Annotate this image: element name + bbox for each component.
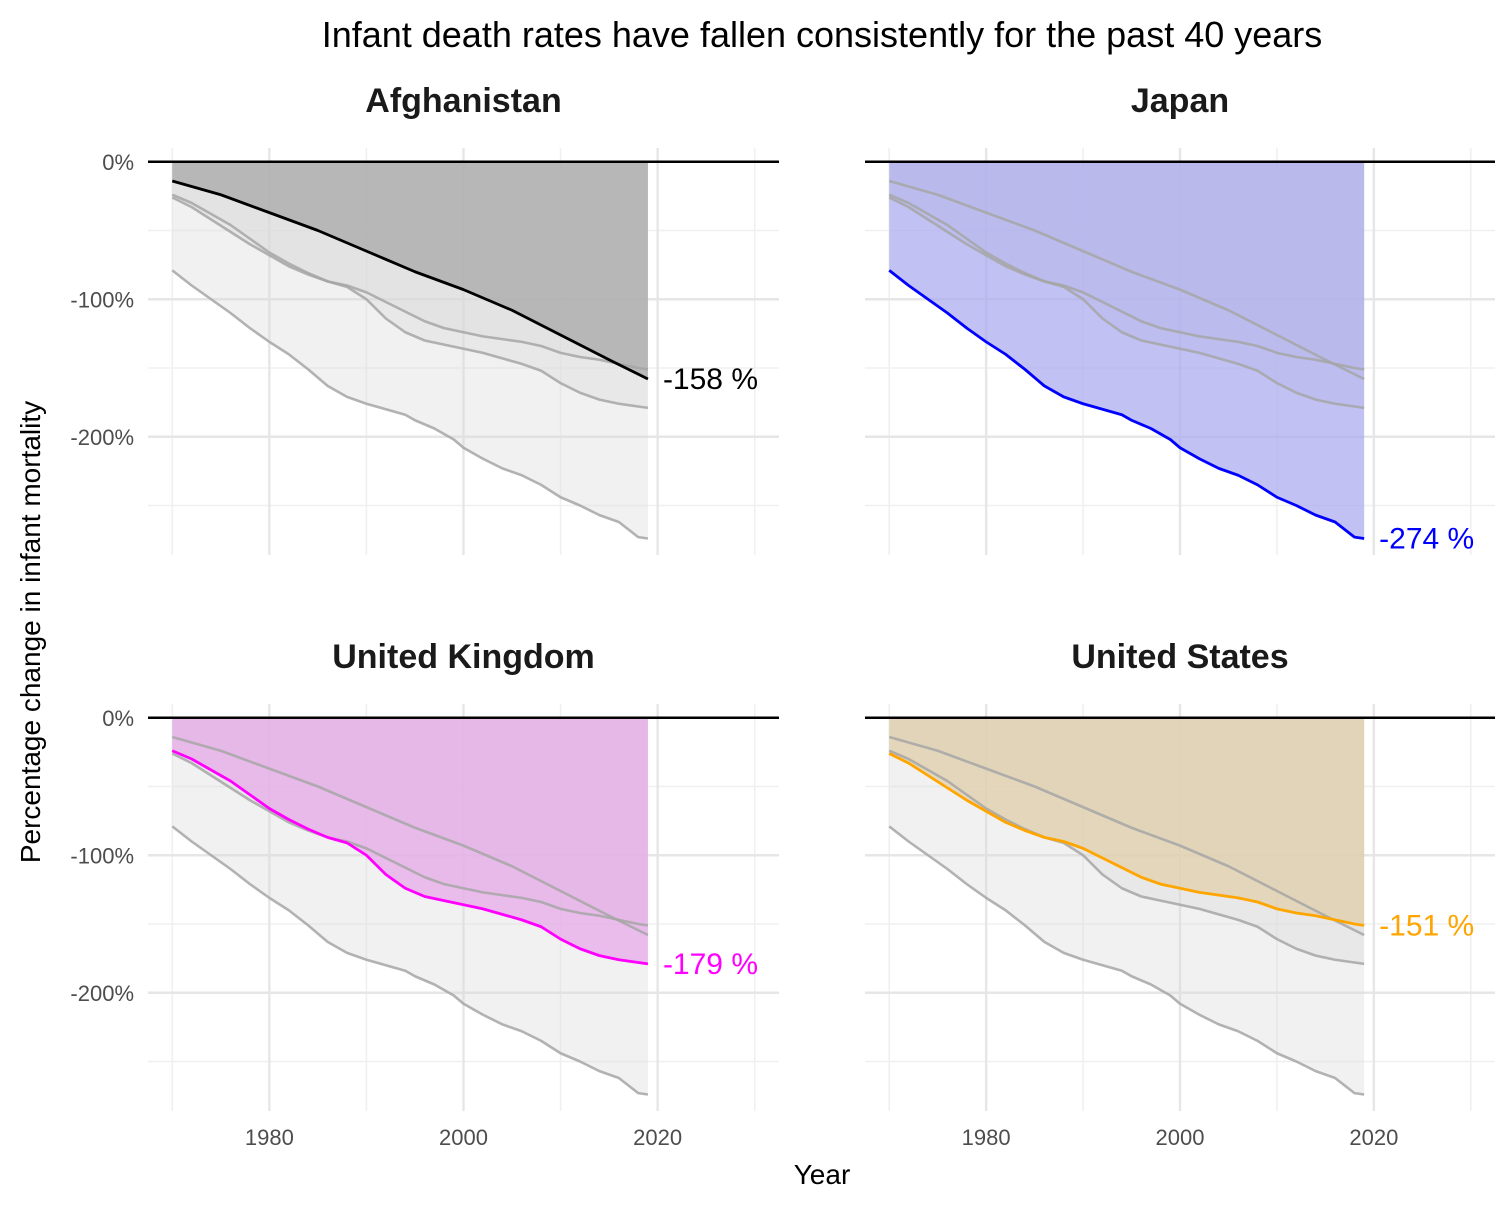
panel-title-united-states: United States: [1071, 638, 1288, 676]
line-afghanistan: [888, 735, 1365, 937]
end-label-united-kingdom: -179 %: [663, 948, 758, 981]
line-highlight-afghanistan: [171, 179, 649, 381]
line-highlight-united-kingdom: [171, 749, 649, 966]
x-tick-label: 2020: [633, 1125, 682, 1150]
x-tick-label: 1980: [245, 1125, 294, 1150]
x-tick-label: 2000: [1156, 1125, 1205, 1150]
panel-title-united-kingdom: United Kingdom: [332, 638, 595, 676]
ribbon-highlight-afghanistan: [172, 161, 648, 379]
line-afghanistan: [888, 179, 1365, 381]
line-japan: [888, 825, 1365, 1096]
line-japan: [171, 269, 649, 540]
line-united-states: [888, 196, 1365, 371]
y-tick-label: -100%: [70, 843, 134, 868]
end-label-afghanistan: -158 %: [663, 363, 758, 396]
panel-japan: -274 % Japan: [865, 82, 1495, 556]
panel-united-states: -151 % United States 1980 2000 2020: [865, 638, 1495, 1150]
y-tick-label: 0%: [102, 150, 134, 175]
y-axis-label: Percentage change in infant mortality: [15, 401, 46, 863]
end-label-japan: -274 %: [1379, 523, 1474, 556]
y-tick-label: 0%: [102, 706, 134, 731]
y-tick-label: -100%: [70, 287, 134, 312]
panel-united-kingdom: -179 % United Kingdom 0% -100% -200% 1980 2000…: [70, 638, 779, 1150]
panel-afghanistan: -158 % Afghanistan 0% -100% -200%: [70, 82, 779, 555]
ribbon-highlight-japan: [889, 161, 1365, 539]
line-highlight-japan: [888, 269, 1365, 540]
y-tick-label: -200%: [70, 425, 134, 450]
line-united-states: [171, 752, 649, 927]
line-japan: [171, 825, 649, 1096]
line-united-kingdom: [171, 193, 649, 410]
x-tick-label: 2000: [439, 1125, 488, 1150]
panel-title-afghanistan: Afghanistan: [365, 82, 561, 120]
line-afghanistan: [171, 735, 649, 937]
ribbon-highlight-united-kingdom: [172, 717, 648, 964]
chart-title: Infant death rates have fallen consisten…: [322, 14, 1323, 55]
end-label-united-states: -151 %: [1379, 909, 1474, 942]
line-highlight-united-states: [888, 752, 1365, 927]
panel-title-japan: Japan: [1131, 82, 1229, 120]
x-axis-label: Year: [794, 1159, 851, 1190]
facet-panels: -158 % Afghanistan 0% -100% -200% -274 % Japan…: [70, 82, 1495, 1150]
line-united-states: [171, 196, 649, 371]
x-tick-label: 2020: [1349, 1125, 1398, 1150]
line-united-kingdom: [888, 193, 1365, 410]
x-tick-label: 1980: [962, 1125, 1011, 1150]
line-united-kingdom: [888, 749, 1365, 966]
y-tick-label: -200%: [70, 981, 134, 1006]
